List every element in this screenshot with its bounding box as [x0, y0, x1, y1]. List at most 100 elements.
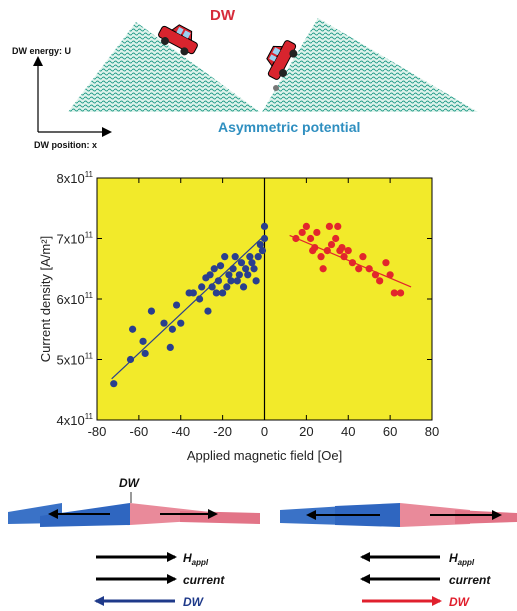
data-point	[223, 283, 231, 291]
right-current-label: current	[449, 573, 491, 587]
data-point	[260, 234, 269, 243]
data-point	[212, 289, 220, 297]
data-point	[216, 262, 225, 270]
dw-label-top: DW	[210, 7, 236, 24]
data-point	[292, 234, 300, 243]
data-point	[317, 253, 325, 261]
data-point	[252, 277, 260, 285]
data-point	[365, 265, 373, 273]
data-point	[235, 271, 243, 279]
dw-label-bottom: DW	[119, 476, 141, 490]
data-point	[147, 307, 156, 315]
car-icon	[158, 24, 198, 56]
data-point	[376, 277, 384, 285]
data-point	[239, 283, 248, 291]
data-point	[325, 222, 334, 230]
data-point	[139, 337, 147, 345]
y-tick-label: 4x1011	[56, 412, 93, 428]
data-point	[355, 265, 363, 273]
y-tick-label: 8x1011	[56, 170, 93, 186]
data-point	[250, 265, 258, 273]
data-point	[210, 265, 218, 273]
data-point	[396, 289, 405, 297]
data-point	[126, 355, 135, 364]
position-axis-label: DW position: x	[34, 140, 97, 150]
data-point	[204, 307, 212, 315]
data-point	[327, 240, 336, 249]
data-point	[177, 319, 185, 327]
data-point	[189, 289, 197, 297]
data-point	[229, 265, 237, 273]
data-point	[221, 253, 229, 261]
x-axis-title: Applied magnetic field [Oe]	[187, 448, 342, 463]
left-field-label: Happl	[183, 551, 209, 567]
left-direction-legend	[94, 552, 177, 606]
data-point	[160, 319, 168, 327]
y-tick-label: 7x1011	[56, 231, 93, 247]
x-tick-label: 0	[261, 424, 268, 439]
data-point	[323, 247, 331, 255]
right-dw-label: DW	[449, 595, 471, 609]
y-tick-label: 6x1011	[56, 291, 93, 307]
y-axis-title: Current density [A/m²]	[38, 236, 53, 362]
data-point	[332, 234, 340, 243]
asymmetric-potential-shape	[68, 18, 478, 112]
data-point	[219, 289, 227, 297]
car-icon	[266, 40, 298, 80]
data-point	[306, 234, 315, 243]
x-tick-label: -60	[129, 424, 148, 439]
x-tick-label: -80	[88, 424, 107, 439]
data-point	[233, 277, 241, 285]
x-tick-label: 20	[299, 424, 313, 439]
scatter-chart: -80 -60 -40 -20 0 20 40 60 80 4x1011 5x1011 6x1011 7…	[38, 170, 439, 463]
energy-axis-label: DW energy: U	[12, 46, 71, 56]
data-point	[141, 349, 149, 358]
data-point	[195, 295, 204, 303]
data-point	[382, 259, 390, 267]
data-point	[248, 259, 256, 267]
data-point	[110, 380, 118, 388]
data-point	[386, 271, 394, 279]
data-point	[237, 259, 246, 267]
data-point	[256, 240, 264, 249]
data-point	[246, 253, 254, 261]
data-point	[313, 228, 321, 237]
data-point	[206, 271, 214, 279]
data-point	[338, 243, 346, 252]
x-tick-label: -20	[213, 424, 232, 439]
right-direction-legend	[360, 552, 442, 606]
data-point	[214, 277, 223, 285]
nanowire-right	[280, 503, 517, 527]
data-point	[344, 247, 352, 255]
data-point	[198, 283, 206, 291]
data-point	[242, 265, 250, 273]
y-tick-label: 5x1011	[56, 352, 93, 368]
energy-axes	[33, 56, 112, 137]
data-point	[231, 253, 239, 261]
data-point	[254, 253, 262, 261]
x-tick-label: 60	[383, 424, 397, 439]
data-point	[128, 325, 137, 333]
data-point	[334, 222, 342, 230]
data-point	[208, 283, 216, 291]
left-current-label: current	[183, 573, 225, 587]
data-point	[340, 253, 348, 261]
data-point	[390, 289, 398, 297]
data-point	[298, 228, 306, 237]
potential-caption: Asymmetric potential	[218, 119, 360, 135]
nanowire-left	[8, 492, 260, 527]
data-point	[302, 222, 310, 230]
left-dw-label: DW	[183, 595, 205, 609]
data-point	[359, 253, 367, 261]
x-tick-label: -40	[171, 424, 190, 439]
data-point	[227, 277, 235, 285]
right-field-label: Happl	[449, 551, 475, 567]
data-point	[166, 343, 174, 351]
data-point	[371, 271, 380, 279]
x-tick-label: 80	[425, 424, 439, 439]
exhaust-icon	[273, 85, 279, 91]
data-point	[260, 222, 269, 230]
data-point	[319, 265, 327, 273]
data-point	[172, 301, 181, 309]
data-point	[168, 325, 176, 333]
